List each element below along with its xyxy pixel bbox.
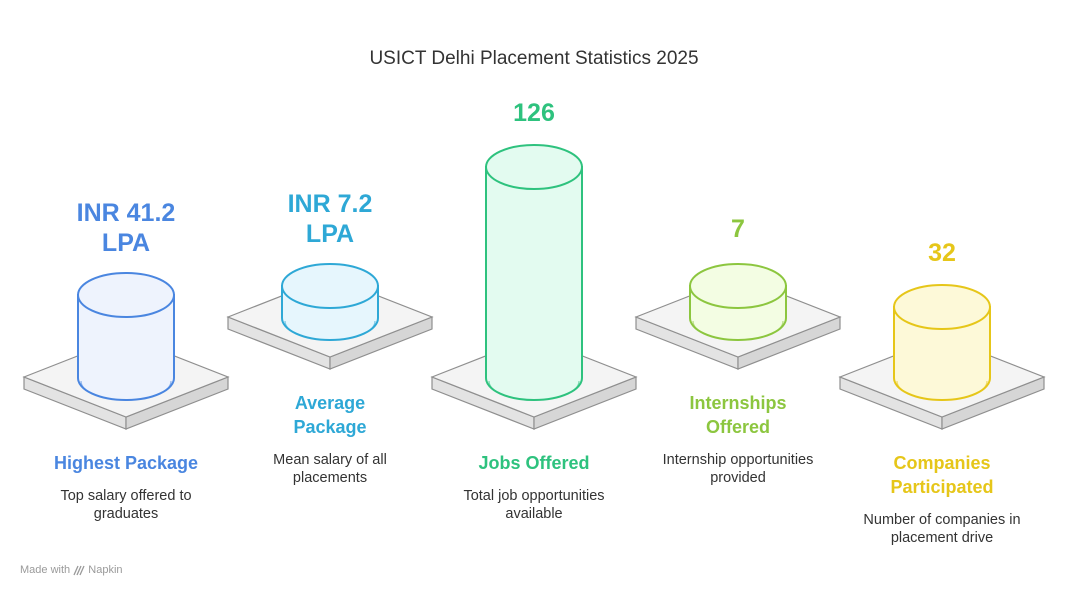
bar-highest-package [77,272,175,401]
category-label-jobs-offered: Jobs Offered [478,453,590,473]
made-with-text: Made with [20,564,71,577]
bar-average-package [281,263,379,341]
description-jobs-offered: Total job opportunities available [463,488,605,522]
category-label-average-package: Average Package [293,393,367,437]
category-label-internships-offered: Internships Offered [689,393,787,437]
value-label-highest-package: INR 41.2 LPA [76,199,176,257]
description-companies-participated: Number of companies in placement drive [863,512,1021,546]
bar-jobs-offered [485,144,583,401]
value-label-internships-offered: 7 [731,215,745,243]
bar-internships-offered [689,263,787,341]
value-label-jobs-offered: 126 [513,99,555,127]
bar-group-average-package [226,263,434,370]
value-label-average-package: INR 7.2 LPA [287,190,373,248]
napkin-logo-icon [73,564,88,576]
bar-group-internships-offered [634,263,842,370]
made-with-napkin[interactable]: Made with Napkin [20,564,123,576]
description-average-package: Mean salary of all placements [273,452,387,486]
bar-group-highest-package [22,272,230,430]
bar-companies-participated [893,284,991,401]
bar-group-companies-participated [838,284,1046,430]
description-internships-offered: Internship opportunities provided [662,452,814,486]
bar-group-jobs-offered [430,144,638,430]
category-label-highest-package: Highest Package [53,453,199,473]
category-label-companies-participated: Companies Participated [890,453,994,497]
chart-title: USICT Delhi Placement Statistics 2025 [369,48,699,69]
description-highest-package: Top salary offered to graduates [60,488,192,522]
napkin-brand-text: Napkin [88,564,123,577]
value-label-companies-participated: 32 [928,239,956,267]
